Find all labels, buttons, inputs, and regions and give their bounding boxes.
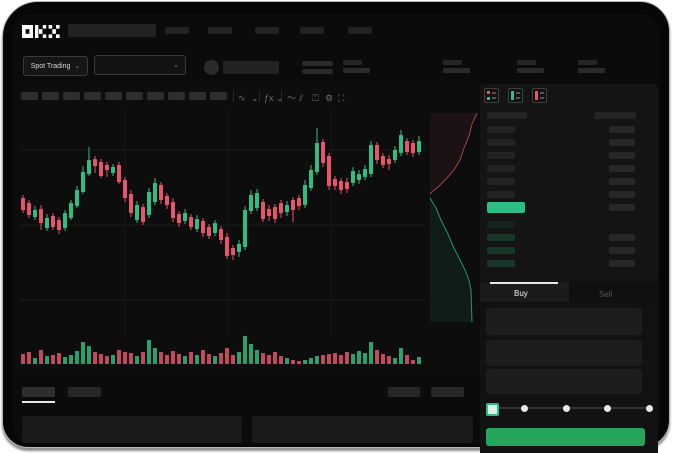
timeframe-button-placeholder[interactable] bbox=[210, 92, 227, 100]
ask-amount-placeholder[interactable] bbox=[609, 178, 635, 185]
bid-price-placeholder[interactable] bbox=[487, 221, 515, 228]
okx-logo[interactable] bbox=[22, 25, 60, 38]
orders-action-placeholder[interactable] bbox=[431, 387, 464, 397]
chart-style-chevron-icon[interactable]: ⌄ bbox=[251, 93, 259, 103]
last-price-badge[interactable] bbox=[487, 202, 525, 213]
bid-amount-placeholder[interactable] bbox=[609, 260, 635, 267]
ask-price-placeholder[interactable] bbox=[487, 178, 515, 185]
indicators-chevron-icon[interactable]: ⌄ bbox=[276, 93, 284, 103]
orders-action-placeholder[interactable] bbox=[388, 387, 420, 397]
ask-price-placeholder[interactable] bbox=[487, 152, 515, 159]
order-book-col-header-amount bbox=[594, 112, 636, 119]
ask-price-placeholder[interactable] bbox=[487, 165, 515, 172]
chart-style-icon[interactable]: ∿ bbox=[238, 93, 246, 103]
stat-value-placeholder bbox=[578, 68, 605, 73]
toolbar-separator bbox=[233, 91, 234, 102]
market-type-selector[interactable]: Spot Trading ⌄ bbox=[23, 56, 88, 76]
price-input[interactable] bbox=[486, 308, 642, 335]
stat-value-placeholder bbox=[443, 68, 470, 73]
slider-step-dot[interactable] bbox=[563, 405, 570, 412]
toolbar-separator bbox=[259, 91, 260, 102]
timeframe-button-placeholder[interactable] bbox=[126, 92, 143, 100]
total-input[interactable] bbox=[486, 369, 642, 394]
pair-name-placeholder bbox=[223, 61, 279, 74]
bid-amount-placeholder[interactable] bbox=[609, 247, 635, 254]
bid-amount-placeholder[interactable] bbox=[609, 234, 635, 241]
ask-amount-placeholder[interactable] bbox=[609, 191, 635, 198]
bid-price-placeholder[interactable] bbox=[487, 260, 515, 267]
nav-item-placeholder[interactable] bbox=[208, 27, 232, 34]
sell-tab-label: Sell bbox=[599, 290, 613, 299]
nav-item-placeholder[interactable] bbox=[255, 27, 279, 34]
orderbook-view-bids-icon[interactable] bbox=[508, 88, 523, 103]
tab-sell[interactable]: Sell bbox=[569, 282, 658, 302]
timeframe-button-placeholder[interactable] bbox=[189, 92, 206, 100]
slider-step-dot[interactable] bbox=[646, 405, 653, 412]
timeframe-button-placeholder[interactable] bbox=[42, 92, 59, 100]
orders-list-placeholder bbox=[252, 416, 473, 443]
candlestick-chart[interactable] bbox=[20, 110, 426, 372]
timeframe-button-placeholder[interactable] bbox=[63, 92, 80, 100]
slider-step-dot[interactable] bbox=[604, 405, 611, 412]
ask-amount-placeholder[interactable] bbox=[609, 139, 635, 146]
pair-avatar bbox=[204, 60, 219, 75]
nav-item-placeholder[interactable] bbox=[165, 27, 189, 34]
tab-order-history[interactable] bbox=[68, 387, 101, 397]
amount-input[interactable] bbox=[486, 340, 642, 366]
bid-price-placeholder[interactable] bbox=[487, 234, 515, 241]
buy-button[interactable] bbox=[486, 428, 645, 446]
tab-open-orders[interactable] bbox=[22, 387, 55, 397]
compare-icon[interactable]: ⫽ bbox=[299, 93, 304, 103]
nav-item-placeholder[interactable] bbox=[300, 27, 324, 34]
stat-label-placeholder bbox=[443, 60, 462, 65]
slider-step-dot[interactable] bbox=[521, 405, 528, 412]
stat-value-placeholder bbox=[343, 68, 370, 73]
ask-amount-placeholder[interactable] bbox=[609, 126, 635, 133]
ask-amount-placeholder[interactable] bbox=[609, 152, 635, 159]
nav-item-placeholder[interactable] bbox=[348, 27, 372, 34]
ask-amount-placeholder[interactable] bbox=[609, 204, 635, 211]
slider-handle[interactable] bbox=[486, 403, 499, 416]
timeframe-button-placeholder[interactable] bbox=[147, 92, 164, 100]
timeframe-button-placeholder[interactable] bbox=[21, 92, 38, 100]
indicators-icon[interactable]: ƒx bbox=[264, 93, 274, 103]
fullscreen-icon[interactable]: ⛶ bbox=[338, 93, 345, 103]
orderbook-view-combined-icon[interactable] bbox=[484, 88, 499, 103]
chevron-down-icon: ⌄ bbox=[173, 61, 179, 69]
bid-price-placeholder[interactable] bbox=[487, 247, 515, 254]
chevron-down-icon: ⌄ bbox=[74, 62, 81, 70]
pair-selector-dropdown[interactable]: ⌄ bbox=[94, 55, 186, 75]
toolbar-separator bbox=[281, 91, 282, 102]
orderbook-view-asks-icon[interactable] bbox=[532, 88, 547, 103]
market-type-label: Spot Trading bbox=[30, 62, 71, 70]
ask-price-placeholder[interactable] bbox=[487, 191, 515, 198]
timeframe-button-placeholder[interactable] bbox=[105, 92, 122, 100]
active-tab-indicator bbox=[490, 282, 558, 284]
order-book-col-header-price bbox=[487, 112, 527, 119]
ask-amount-placeholder[interactable] bbox=[609, 165, 635, 172]
settings-icon[interactable]: ⚙ bbox=[325, 93, 334, 103]
ask-price-placeholder[interactable] bbox=[487, 139, 515, 146]
search-input[interactable] bbox=[68, 24, 156, 37]
stat-value-placeholder bbox=[517, 68, 544, 73]
orders-list-placeholder bbox=[22, 416, 242, 443]
price-sub-placeholder bbox=[302, 69, 333, 74]
tab-buy[interactable]: Buy bbox=[480, 282, 569, 302]
stat-label-placeholder bbox=[578, 60, 597, 65]
line-tool-icon[interactable]: 〜 bbox=[287, 93, 297, 103]
ask-price-placeholder[interactable] bbox=[487, 126, 515, 133]
timeframe-button-placeholder[interactable] bbox=[84, 92, 101, 100]
timeframe-button-placeholder[interactable] bbox=[168, 92, 185, 100]
stat-label-placeholder bbox=[517, 60, 536, 65]
price-placeholder bbox=[302, 61, 333, 66]
active-tab-underline bbox=[22, 401, 55, 403]
depth-chart[interactable] bbox=[427, 110, 478, 330]
stat-label-placeholder bbox=[343, 60, 362, 65]
buy-tab-label: Buy bbox=[514, 289, 528, 298]
screenshot-icon[interactable]: ⏍ bbox=[312, 93, 319, 103]
